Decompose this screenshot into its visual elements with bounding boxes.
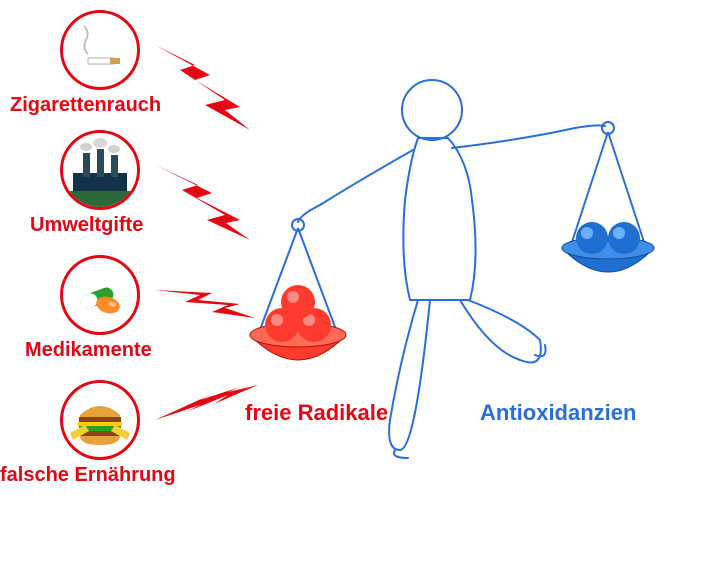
- pills-icon: [60, 255, 140, 335]
- label-pollution: Umweltgifte: [30, 214, 143, 237]
- label-free-radicals: freie Radikale: [245, 400, 388, 426]
- source-medication: [60, 255, 140, 335]
- factory-icon: [60, 130, 140, 210]
- label-antioxidants: Antioxidanzien: [480, 400, 636, 426]
- label-cigarette: Zigarettenrauch: [10, 94, 161, 117]
- arrow-2: [155, 165, 250, 240]
- arrow-4: [155, 385, 258, 420]
- arrow-1: [155, 45, 250, 130]
- source-pollution: [60, 130, 140, 210]
- scale-right: [562, 132, 654, 272]
- infographic-stage: Zigarettenrauch Umweltgifte: [0, 0, 706, 564]
- arrow-3: [155, 290, 255, 318]
- burger-icon: [60, 380, 140, 460]
- cigarette-icon: [60, 10, 140, 90]
- source-cigarette: [60, 10, 140, 90]
- label-food: falsche Ernährung: [0, 464, 176, 487]
- source-food: [60, 380, 140, 460]
- scale-left: [250, 228, 346, 360]
- lightning-arrows: [155, 45, 258, 420]
- label-medication: Medikamente: [25, 339, 152, 362]
